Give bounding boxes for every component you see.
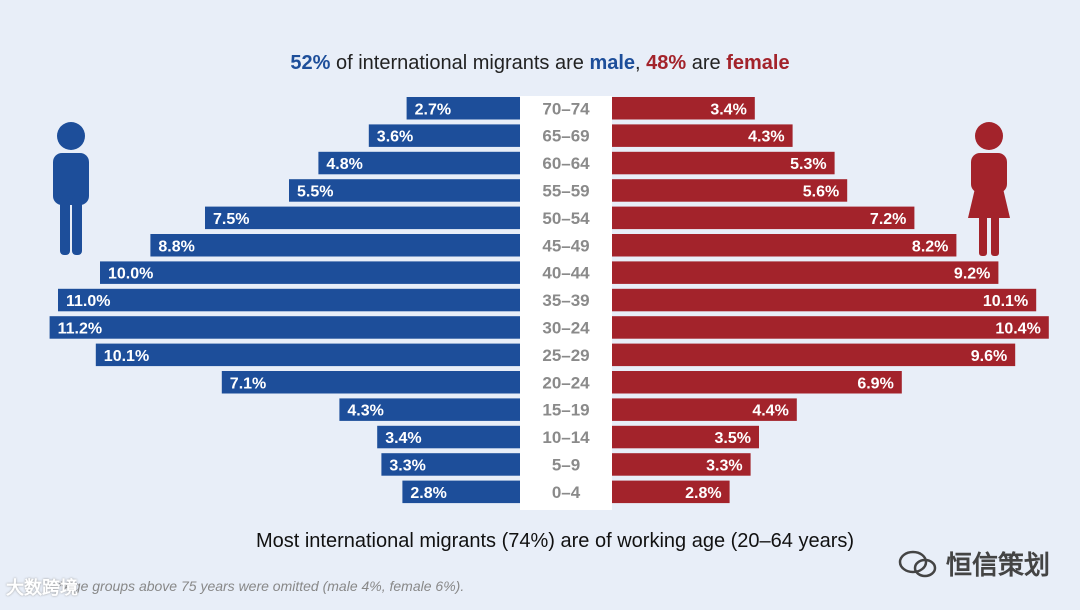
age-label-5–9: 5–9 bbox=[552, 455, 580, 474]
wechat-icon bbox=[898, 550, 937, 577]
female-label-25–29: 9.6% bbox=[971, 348, 1007, 365]
female-label-40–44: 9.2% bbox=[954, 266, 990, 283]
male-bar-30–24 bbox=[49, 316, 520, 339]
male-label-30–24: 11.2% bbox=[58, 320, 102, 337]
chart-title: 52% of international migrants are male, … bbox=[0, 52, 1080, 75]
female-label-10–14: 3.5% bbox=[715, 430, 751, 447]
male-bar-60–64 bbox=[318, 151, 520, 175]
age-label-25–29: 25–29 bbox=[542, 346, 589, 365]
female-bar-35–39 bbox=[612, 288, 1037, 312]
female-bar-15–19 bbox=[612, 398, 797, 421]
female-bar-25–29 bbox=[612, 343, 1016, 367]
female-label-70–74: 3.4% bbox=[710, 101, 746, 118]
male-bar-40–44 bbox=[100, 261, 520, 284]
female-word: female bbox=[726, 52, 790, 74]
male-bar-0–4 bbox=[402, 480, 520, 504]
male-label-55–59: 5.5% bbox=[297, 183, 333, 200]
age-label-0–4: 0–4 bbox=[552, 483, 581, 502]
female-bar-5–9 bbox=[612, 453, 751, 476]
male-bar-70–74 bbox=[406, 97, 520, 120]
male-bar-45–49 bbox=[150, 234, 520, 257]
male-bar-5–9 bbox=[381, 453, 520, 476]
male-bar-65–69 bbox=[368, 124, 520, 147]
male-label-15–19: 4.3% bbox=[347, 403, 383, 420]
female-bar-60–64 bbox=[612, 151, 835, 175]
female-label-35–39: 10.1% bbox=[983, 293, 1028, 310]
male-word: male bbox=[589, 52, 636, 74]
female-label-5–9: 3.3% bbox=[706, 457, 742, 474]
title-comma: , bbox=[635, 52, 647, 74]
female-bar-20–24 bbox=[612, 371, 902, 394]
male-label-45–49: 8.8% bbox=[158, 238, 194, 255]
male-bar-55–59 bbox=[289, 179, 520, 202]
age-label-15–19: 15–19 bbox=[542, 401, 589, 420]
age-label-55–59: 55–59 bbox=[542, 181, 589, 200]
male-label-60–64: 4.8% bbox=[326, 156, 362, 173]
male-bar-25–29 bbox=[95, 343, 521, 367]
age-label-30–24: 30–24 bbox=[542, 318, 590, 337]
male-label-50–54: 7.5% bbox=[213, 211, 249, 228]
age-label-65–69: 65–69 bbox=[542, 127, 589, 146]
female-person-icon bbox=[968, 122, 1010, 256]
age-label-70–74: 70–74 bbox=[542, 99, 590, 118]
female-percent: 48% bbox=[646, 52, 687, 74]
male-label-10–14: 3.4% bbox=[385, 430, 421, 447]
age-label-60–64: 60–64 bbox=[542, 154, 590, 173]
female-label-45–49: 8.2% bbox=[912, 238, 948, 255]
male-label-40–44: 10.0% bbox=[108, 266, 153, 283]
center-age-band bbox=[520, 96, 612, 510]
age-label-20–24: 20–24 bbox=[542, 373, 590, 392]
title-text-1: of international migrants are bbox=[330, 52, 590, 74]
age-label-35–39: 35–39 bbox=[542, 291, 589, 310]
male-person-icon bbox=[53, 122, 89, 255]
male-bar-15–19 bbox=[339, 398, 520, 421]
male-bar-20–24 bbox=[221, 371, 521, 394]
female-bar-30–24 bbox=[612, 316, 1049, 339]
female-bar-70–74 bbox=[612, 97, 755, 120]
female-label-30–24: 10.4% bbox=[995, 320, 1040, 337]
male-label-0–4: 2.8% bbox=[410, 485, 446, 502]
male-bar-50–54 bbox=[205, 206, 520, 230]
male-label-65–69: 3.6% bbox=[377, 129, 413, 146]
age-label-45–49: 45–49 bbox=[542, 236, 589, 255]
male-bar-10–14 bbox=[377, 425, 520, 449]
watermark-left: 大数跨境 bbox=[6, 578, 78, 598]
female-label-0–4: 2.8% bbox=[685, 485, 721, 502]
female-bar-0–4 bbox=[612, 480, 730, 504]
female-bar-50–54 bbox=[612, 206, 915, 230]
female-bar-45–49 bbox=[612, 234, 957, 257]
female-label-65–69: 4.3% bbox=[748, 129, 784, 146]
male-bar-35–39 bbox=[58, 288, 520, 312]
male-label-20–24: 7.1% bbox=[230, 375, 266, 392]
age-label-10–14: 10–14 bbox=[542, 428, 590, 447]
male-percent: 52% bbox=[290, 52, 331, 74]
female-label-20–24: 6.9% bbox=[857, 375, 893, 392]
male-label-25–29: 10.1% bbox=[104, 348, 149, 365]
watermark-right-text: 恒信策划 bbox=[945, 550, 1050, 580]
male-label-70–74: 2.7% bbox=[415, 101, 451, 118]
female-label-55–59: 5.6% bbox=[803, 183, 839, 200]
female-label-15–19: 4.4% bbox=[752, 403, 788, 420]
watermark-right: 恒信策划 bbox=[898, 545, 1050, 582]
chart-subtitle: Most international migrants (74%) are of… bbox=[255, 530, 855, 552]
male-label-35–39: 11.0% bbox=[66, 293, 110, 310]
title-text-2: are bbox=[686, 52, 727, 74]
female-label-50–54: 7.2% bbox=[870, 211, 906, 228]
footnote: *Age groups above 75 years were omitted … bbox=[58, 578, 465, 594]
female-bar-40–44 bbox=[612, 261, 999, 284]
age-label-40–44: 40–44 bbox=[542, 264, 590, 283]
female-bar-55–59 bbox=[612, 179, 848, 202]
age-label-50–54: 50–54 bbox=[542, 209, 590, 228]
male-label-5–9: 3.3% bbox=[389, 457, 425, 474]
female-label-60–64: 5.3% bbox=[790, 156, 826, 173]
female-bar-65–69 bbox=[612, 124, 793, 147]
female-bar-10–14 bbox=[612, 425, 759, 449]
